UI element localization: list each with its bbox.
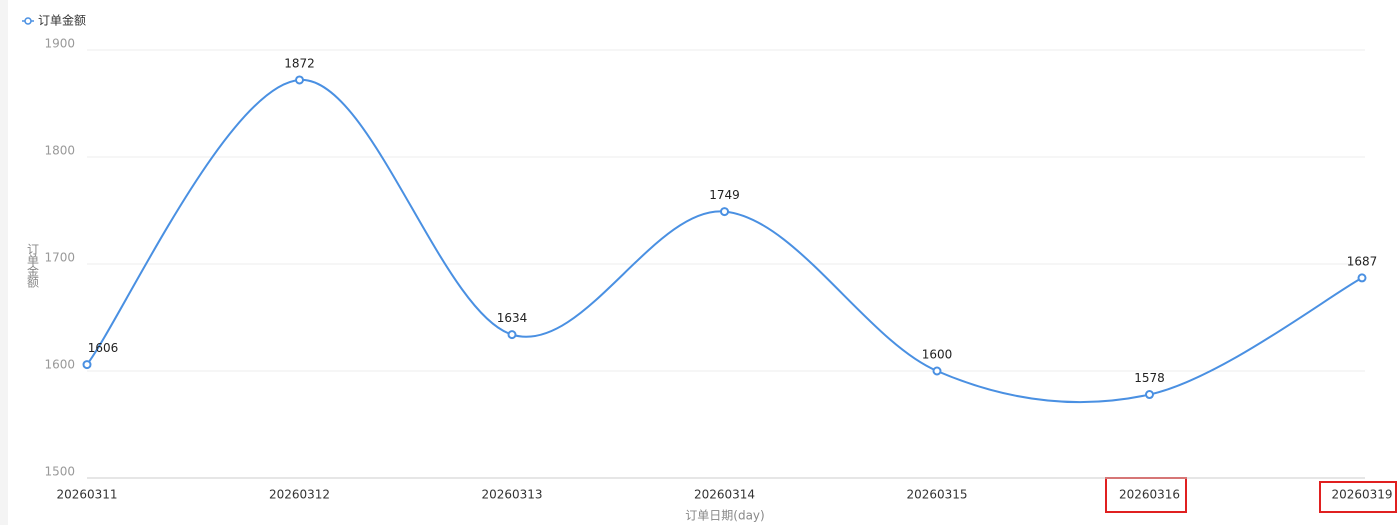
data-label: 1578	[1134, 371, 1165, 385]
x-tick-label: 20260319	[1331, 488, 1392, 502]
y-tick-label: 1600	[44, 358, 75, 372]
point	[82, 360, 92, 370]
point	[1357, 273, 1367, 283]
highlight-box	[1319, 481, 1397, 513]
x-tick-label: 20260316	[1119, 488, 1180, 502]
point	[507, 330, 517, 340]
x-tick-label: 20260312	[269, 488, 330, 502]
x-tick-label: 20260314	[694, 488, 755, 502]
y-axis-title: 订单金额	[26, 243, 40, 289]
data-label: 1749	[709, 188, 740, 202]
data-label: 1687	[1347, 254, 1378, 268]
x-tick-label: 20260315	[906, 488, 967, 502]
data-label: 1600	[922, 348, 953, 362]
data-label: 1634	[497, 311, 528, 325]
line	[86, 78, 1363, 404]
y-tick-label: 1500	[44, 465, 75, 479]
data-label: 1872	[284, 56, 315, 70]
point	[932, 366, 942, 376]
point	[720, 207, 729, 217]
x-axis-title: 订单日期(day)	[685, 509, 764, 523]
left-edge	[0, 0, 8, 525]
data-label: 1606	[88, 341, 119, 355]
y-tick-label: 1900	[44, 37, 75, 51]
y-tick-label: 1700	[44, 251, 75, 265]
legend-label: 订单金额	[38, 13, 86, 28]
x-tick-label: 20260313	[481, 488, 542, 502]
legend-icon	[24, 17, 32, 25]
y-tick-label: 1800	[44, 144, 75, 158]
point	[295, 75, 304, 85]
point	[1145, 390, 1154, 400]
x-tick-label: 20260311	[56, 488, 117, 502]
